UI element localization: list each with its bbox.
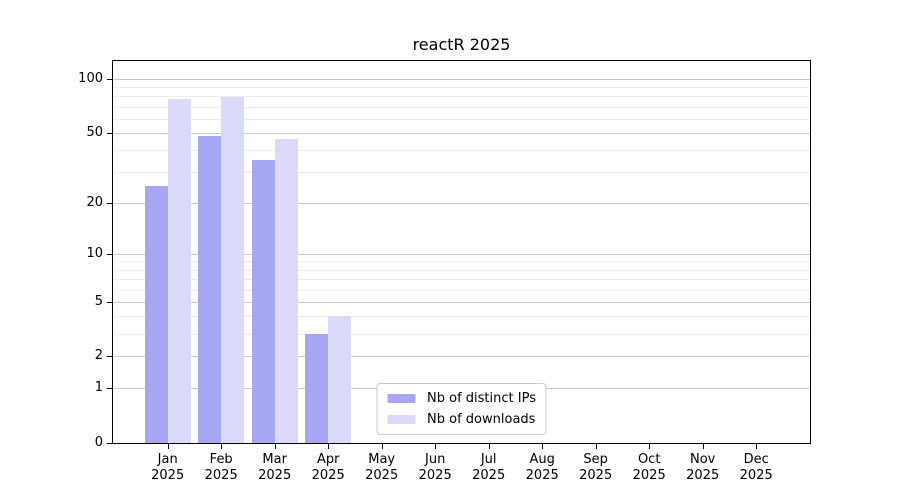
y-tick-label: 50 bbox=[86, 124, 103, 140]
bar-distinct-ips-mar bbox=[251, 160, 275, 443]
bar-downloads-apr bbox=[328, 316, 352, 443]
major-gridline bbox=[113, 79, 810, 81]
plot-area: Nb of distinct IPs Nb of downloads bbox=[112, 60, 811, 444]
x-tick-label: Nov 2025 bbox=[686, 452, 720, 483]
x-tick-label: Sep 2025 bbox=[579, 452, 613, 483]
y-tick-label: 20 bbox=[86, 194, 103, 210]
bar-downloads-mar bbox=[274, 139, 298, 443]
x-tick-label: May 2025 bbox=[365, 452, 399, 483]
x-tick-mark bbox=[221, 444, 223, 449]
x-tick-label: Jan 2025 bbox=[151, 452, 185, 483]
major-gridline bbox=[113, 301, 810, 303]
x-tick-mark bbox=[649, 444, 651, 449]
x-tick-mark bbox=[167, 444, 169, 449]
bar-distinct-ips-feb bbox=[198, 136, 222, 443]
x-tick-mark bbox=[488, 444, 490, 449]
chart-title: reactR 2025 bbox=[412, 35, 511, 54]
x-tick-label: Feb 2025 bbox=[204, 452, 238, 483]
minor-gridline bbox=[113, 269, 810, 271]
x-tick-mark bbox=[274, 444, 276, 449]
x-tick-mark bbox=[435, 444, 437, 449]
legend: Nb of distinct IPs Nb of downloads bbox=[376, 383, 547, 435]
legend-swatch-downloads bbox=[387, 415, 416, 424]
y-tick-mark bbox=[107, 301, 112, 303]
minor-gridline bbox=[113, 316, 810, 318]
y-tick-label: 2 bbox=[94, 348, 103, 364]
y-tick-label: 5 bbox=[94, 293, 103, 309]
x-tick-label: Aug 2025 bbox=[525, 452, 559, 483]
minor-gridline bbox=[113, 172, 810, 174]
y-tick-label: 10 bbox=[86, 245, 103, 261]
legend-label-downloads: Nb of downloads bbox=[427, 412, 536, 427]
x-tick-label: Apr 2025 bbox=[311, 452, 345, 483]
x-tick-mark bbox=[542, 444, 544, 449]
bar-distinct-ips-apr bbox=[305, 333, 329, 443]
y-tick-label: 1 bbox=[94, 380, 103, 396]
legend-label-distinct-ips: Nb of distinct IPs bbox=[427, 391, 536, 406]
x-tick-label: Jul 2025 bbox=[472, 452, 506, 483]
x-tick-label: Dec 2025 bbox=[739, 452, 773, 483]
x-tick-mark bbox=[702, 444, 704, 449]
bar-downloads-feb bbox=[221, 97, 245, 443]
minor-gridline bbox=[113, 333, 810, 335]
y-tick-mark bbox=[107, 253, 112, 255]
y-tick-label: 0 bbox=[94, 435, 103, 450]
y-tick-mark bbox=[107, 356, 112, 358]
y-tick-mark bbox=[107, 443, 112, 444]
major-gridline bbox=[113, 202, 810, 204]
y-tick-mark bbox=[107, 388, 112, 390]
x-tick-label: Oct 2025 bbox=[632, 452, 666, 483]
legend-swatch-distinct-ips bbox=[387, 394, 416, 403]
minor-gridline bbox=[113, 96, 810, 98]
bar-downloads-jan bbox=[167, 99, 191, 443]
x-tick-mark bbox=[328, 444, 330, 449]
y-tick-mark bbox=[107, 79, 112, 81]
minor-gridline bbox=[113, 289, 810, 291]
x-tick-label: Jun 2025 bbox=[418, 452, 452, 483]
bar-distinct-ips-jan bbox=[144, 186, 168, 443]
major-gridline bbox=[113, 356, 810, 358]
major-gridline bbox=[113, 132, 810, 134]
minor-gridline bbox=[113, 150, 810, 152]
y-tick-mark bbox=[107, 132, 112, 134]
minor-gridline bbox=[113, 106, 810, 108]
legend-item-downloads: Nb of downloads bbox=[387, 412, 536, 427]
minor-gridline bbox=[113, 87, 810, 89]
minor-gridline bbox=[113, 279, 810, 281]
x-tick-mark bbox=[595, 444, 597, 449]
x-tick-label: Mar 2025 bbox=[258, 452, 292, 483]
major-gridline bbox=[113, 253, 810, 255]
y-tick-mark bbox=[107, 202, 112, 204]
minor-gridline bbox=[113, 261, 810, 263]
x-tick-mark bbox=[756, 444, 758, 449]
legend-item-distinct-ips: Nb of distinct IPs bbox=[387, 391, 536, 406]
minor-gridline bbox=[113, 118, 810, 120]
x-tick-mark bbox=[381, 444, 383, 449]
y-tick-label: 100 bbox=[78, 71, 103, 87]
